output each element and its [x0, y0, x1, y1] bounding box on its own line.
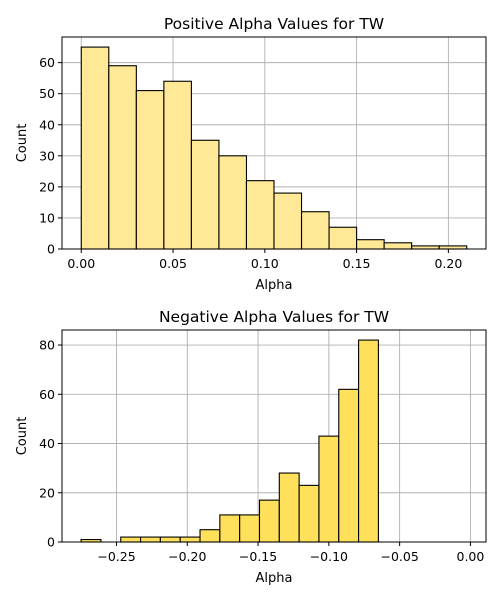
x-tick-label: 0.00: [457, 549, 485, 564]
histogram-bar: [245, 180, 275, 250]
histogram-bar: [273, 192, 303, 250]
y-tick-label: 40: [39, 436, 55, 451]
chart-title: Positive Alpha Values for TW: [164, 15, 384, 33]
x-ticks: 0.00 0.05 0.10 0.15 0.20: [67, 249, 462, 271]
axes-frame: [61, 329, 487, 543]
histogram-bar: [219, 514, 241, 543]
x-tick-label: −0.10: [310, 549, 348, 564]
histogram-bar: [318, 435, 340, 543]
y-axis-label: Count: [15, 417, 30, 456]
histogram-bar: [278, 472, 300, 543]
x-tick-label: −0.20: [168, 549, 206, 564]
y-tick-label: 30: [39, 148, 55, 163]
y-tick-label: 80: [39, 338, 55, 353]
x-tick-label: −0.25: [97, 549, 135, 564]
y-tick-label: 0: [47, 242, 55, 257]
y-tick-label: 10: [39, 210, 55, 225]
y-tick-label: 50: [39, 86, 55, 101]
y-tick-label: 40: [39, 117, 55, 132]
histogram-bar: [300, 211, 330, 250]
x-tick-label: −0.15: [239, 549, 277, 564]
histogram-bar: [120, 536, 142, 543]
histogram-bar: [258, 499, 280, 543]
histogram-bar: [383, 242, 413, 250]
x-tick-label: 0.10: [251, 256, 279, 271]
negative-alpha-histogram: −0.25 −0.20 −0.15 −0.10 −0.05 0.00 020406080 …: [15, 308, 487, 586]
y-tick-label: 60: [39, 387, 55, 402]
y-tick-label: 20: [39, 179, 55, 194]
axes-frame: [61, 36, 487, 250]
y-tick-label: 60: [39, 55, 55, 70]
histogram-bar: [356, 239, 385, 250]
y-axis-label: Count: [15, 124, 30, 163]
x-axis-label: Alpha: [256, 571, 293, 586]
histogram-bar: [328, 226, 358, 250]
x-tick-label: 0.15: [343, 256, 371, 271]
histogram-bar: [159, 536, 181, 543]
y-ticks: 0 10 20 30 40 50 60: [39, 55, 62, 257]
histogram-bar: [140, 536, 161, 543]
histogram-bar: [80, 46, 110, 250]
x-tick-label: −0.05: [380, 549, 418, 564]
x-axis-label: Alpha: [256, 278, 293, 293]
histogram-bar: [190, 139, 220, 250]
histogram-bar: [108, 65, 137, 250]
histogram-bar: [338, 388, 360, 543]
histogram-bar: [163, 80, 192, 250]
histogram-bar: [199, 529, 221, 543]
x-tick-label: 0.00: [67, 256, 95, 271]
y-tick-label: 20: [39, 485, 55, 500]
x-tick-label: 0.20: [434, 256, 462, 271]
histogram-bar: [298, 484, 320, 543]
histogram-bar: [239, 514, 261, 543]
histogram-bars: [80, 46, 468, 250]
positive-alpha-histogram: 0.00 0.05 0.10 0.15 0.20 0 10 20 30 40 50 60 Posit…: [15, 15, 487, 293]
y-tick-label: 0: [47, 535, 55, 550]
histogram-bar: [179, 536, 201, 543]
y-ticks: 0 20 40 60 80: [39, 338, 62, 550]
chart-title: Negative Alpha Values for TW: [159, 308, 389, 326]
x-ticks: −0.25 −0.20 −0.15 −0.10 −0.05 0.00: [97, 542, 484, 564]
histogram-bar: [358, 339, 379, 543]
histogram-bar: [135, 90, 165, 250]
x-tick-label: 0.05: [159, 256, 187, 271]
histogram-bar: [218, 155, 248, 250]
